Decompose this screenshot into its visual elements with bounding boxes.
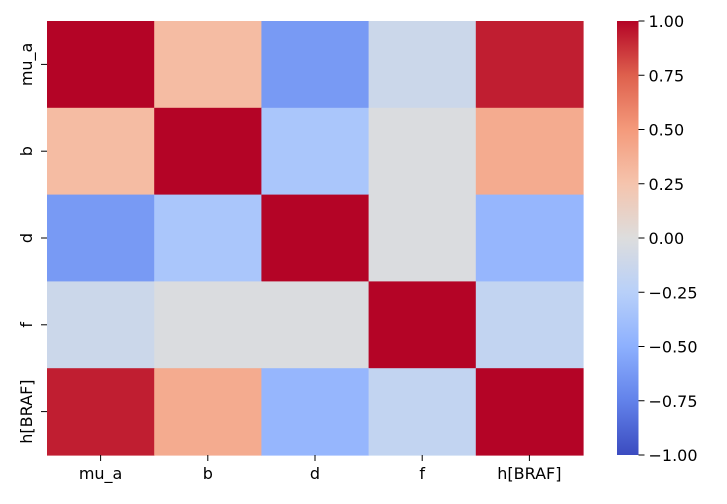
heatmap-cell	[47, 368, 155, 456]
heatmap-cell	[154, 107, 262, 196]
heatmap-cell	[154, 194, 262, 282]
heatmap-cell	[475, 281, 584, 369]
colorbar-tick-label: −0.25	[649, 283, 698, 302]
heatmap-cell	[47, 194, 155, 282]
y-tick-label: mu_a	[17, 43, 37, 87]
y-tick-label: b	[17, 146, 36, 156]
heatmap-cell	[261, 281, 370, 369]
colorbar-gradient-bar	[617, 21, 639, 455]
heatmap-cells	[47, 21, 584, 456]
colorbar-tick-label: −0.75	[649, 392, 698, 411]
heatmap-cell	[154, 21, 262, 109]
y-tick-label: f	[17, 322, 36, 328]
heatmap-cell	[47, 21, 155, 109]
y-tick-label: d	[17, 233, 36, 243]
colorbar-tick-label: −0.50	[649, 338, 698, 357]
x-tick-label: h[BRAF]	[497, 464, 561, 483]
heatmap-cell	[475, 107, 584, 196]
heatmap-cell	[368, 21, 477, 109]
heatmap-cell	[47, 281, 155, 369]
heatmap-cell	[261, 194, 370, 282]
heatmap-cell	[261, 21, 370, 109]
colorbar-tick-label: −1.00	[649, 446, 698, 465]
heatmap-cell	[47, 107, 155, 196]
colorbar-ticks: 1.00 0.75 0.50 0.25 0.00 −0.25 −0.50 −0.75 −1.00	[638, 12, 698, 465]
heatmap-cell	[368, 281, 477, 369]
heatmap-cell	[475, 194, 584, 282]
heatmap-cell	[261, 368, 370, 456]
colorbar-tick-label: 0.50	[649, 121, 685, 140]
x-tick-label: b	[203, 464, 213, 483]
heatmap-cell	[154, 368, 262, 456]
colorbar-tick-label: 1.00	[649, 12, 685, 31]
heatmap-cell	[475, 368, 584, 456]
heatmap-cell	[368, 194, 477, 282]
heatmap-cell	[261, 107, 370, 196]
heatmap-cell	[368, 368, 477, 456]
colorbar-tick-label: 0.75	[649, 66, 685, 85]
x-tick-label: d	[310, 464, 320, 483]
colorbar-tick-label: 0.00	[649, 229, 685, 248]
heatmap-cell	[368, 107, 477, 196]
x-tick-label: f	[419, 464, 425, 483]
colorbar: 1.00 0.75 0.50 0.25 0.00 −0.25 −0.50 −0.75 −1.00	[617, 12, 698, 465]
x-tick-label: mu_a	[79, 464, 123, 484]
x-axis: mu_a b d f h[BRAF]	[79, 455, 562, 484]
y-tick-label: h[BRAF]	[17, 379, 36, 443]
y-axis: mu_ab d f h[BRAF]	[17, 43, 47, 444]
colorbar-tick-label: 0.25	[649, 175, 685, 194]
heatmap-cell	[154, 281, 262, 369]
heatmap-cell	[475, 21, 584, 109]
